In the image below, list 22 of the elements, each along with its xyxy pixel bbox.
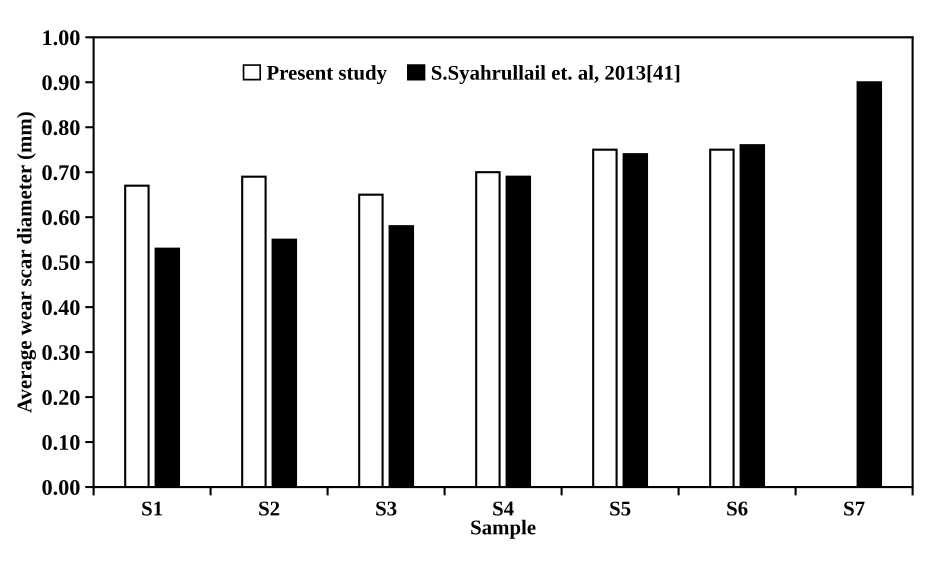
x-tick-label: S4: [493, 502, 514, 516]
y-axis-title: Average wear scar diameter (mm): [16, 112, 36, 413]
y-tick-label: 0.30: [42, 345, 80, 360]
y-tick-label: 0.00: [42, 480, 80, 496]
x-tick-label: S7: [844, 502, 865, 516]
x-tick-label: S6: [727, 502, 748, 516]
y-tick-label: 0.40: [42, 300, 80, 316]
x-axis-title: Sample: [471, 520, 536, 539]
legend-label: Present study: [266, 65, 387, 84]
x-tick-label: S3: [376, 502, 396, 516]
x-tick-label: S2: [259, 502, 280, 516]
x-tick-label: S5: [610, 502, 630, 516]
y-tick-label: 1.00: [43, 30, 80, 46]
y-tick-label: 0.60: [42, 210, 80, 226]
y-tick-label: 0.70: [42, 165, 80, 180]
y-tick-label: 0.80: [42, 120, 80, 136]
y-tick-label: 0.10: [42, 434, 80, 450]
y-tick-label: 0.20: [42, 390, 80, 406]
y-tick-label: 0.90: [42, 75, 80, 90]
y-tick-label: 0.50: [42, 255, 80, 270]
legend-label: S.Syahrullail et. al, 2013[41]: [432, 65, 680, 84]
x-tick-label: S1: [142, 502, 162, 516]
